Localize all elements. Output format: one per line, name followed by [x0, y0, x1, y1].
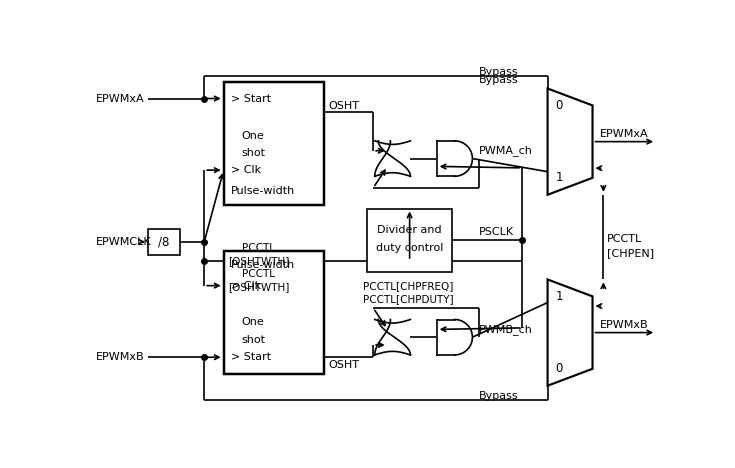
Text: shot: shot [241, 335, 265, 344]
Text: PCCTL[CHPFREQ]: PCCTL[CHPFREQ] [363, 281, 453, 291]
Text: > Clk: > Clk [232, 281, 262, 291]
Polygon shape [375, 141, 410, 176]
Text: OSHT: OSHT [329, 101, 359, 111]
Text: 1: 1 [556, 171, 563, 184]
Polygon shape [375, 320, 410, 355]
Text: PWMA_ch: PWMA_ch [478, 146, 532, 156]
Text: Divider and: Divider and [377, 225, 442, 235]
Text: 1: 1 [556, 290, 563, 303]
Polygon shape [437, 141, 473, 176]
Text: EPWMxB: EPWMxB [96, 352, 144, 362]
Text: EPWMxB: EPWMxB [600, 320, 648, 330]
Text: [OSHTWTH]: [OSHTWTH] [228, 256, 289, 266]
Text: > Clk: > Clk [232, 165, 262, 175]
Text: EPWMxA: EPWMxA [600, 129, 648, 139]
Text: One: One [242, 131, 265, 141]
Text: PSCLK: PSCLK [479, 227, 514, 237]
Text: Bypass: Bypass [478, 67, 518, 77]
Text: EPWMxA: EPWMxA [96, 94, 144, 103]
Text: Pulse-width: Pulse-width [232, 186, 295, 196]
Bar [367, 209, 452, 272]
Text: Pulse-width: Pulse-width [232, 260, 295, 270]
Text: OSHT: OSHT [329, 360, 359, 370]
Text: 0: 0 [556, 99, 563, 112]
Text: > Start: > Start [232, 352, 271, 362]
Bar [148, 229, 180, 255]
Text: duty control: duty control [376, 243, 443, 253]
Polygon shape [548, 279, 592, 386]
Polygon shape [548, 88, 592, 195]
Polygon shape [437, 320, 473, 355]
Text: Bypass: Bypass [478, 75, 518, 85]
Text: Bypass: Bypass [478, 391, 518, 401]
Text: PWMB_ch: PWMB_ch [478, 324, 532, 335]
Text: /8: /8 [158, 235, 170, 248]
Text: PCCTL[CHPDUTY]: PCCTL[CHPDUTY] [363, 294, 453, 305]
Text: shot: shot [241, 148, 265, 158]
Text: EPWMCLK: EPWMCLK [96, 237, 151, 247]
Text: [OSHTWTH]: [OSHTWTH] [228, 282, 289, 292]
Text: One: One [242, 317, 265, 328]
Text: > Start: > Start [232, 94, 271, 103]
Text: 0: 0 [556, 362, 563, 375]
Bar [223, 251, 324, 374]
Text: PCCTL: PCCTL [607, 234, 642, 244]
Text: PCCTL: PCCTL [242, 269, 275, 279]
Text: PCCTL: PCCTL [242, 243, 275, 253]
Bar [223, 81, 324, 205]
Text: [CHPEN]: [CHPEN] [607, 249, 654, 258]
